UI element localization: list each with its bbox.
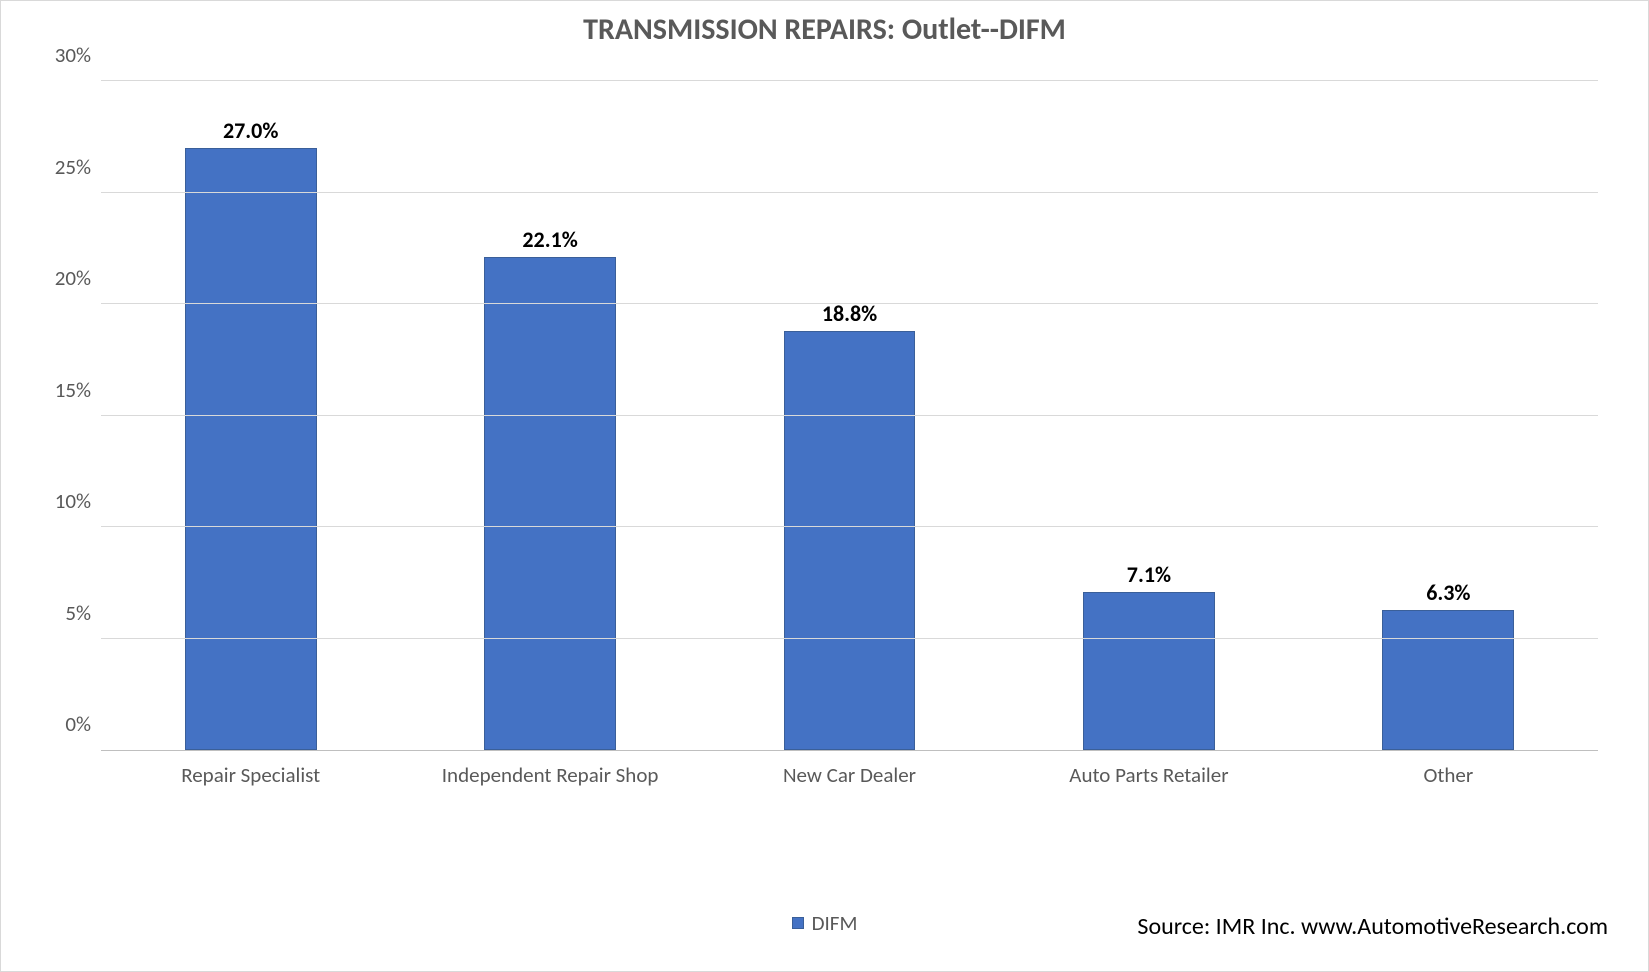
bars-row: 27.0%Repair Specialist22.1%Independent R… [101,81,1598,750]
y-axis-tick-label: 15% [31,377,91,403]
chart-title: TRANSMISSION REPAIRS: Outlet--DIFM [1,1,1648,48]
bar-data-label: 6.3% [1426,579,1470,606]
chart-container: TRANSMISSION REPAIRS: Outlet--DIFM 27.0%… [0,0,1649,972]
gridline [101,415,1598,416]
gridline [101,192,1598,193]
y-axis-tick-label: 25% [31,154,91,180]
y-axis-tick-label: 0% [31,711,91,737]
bar-slot: 7.1%Auto Parts Retailer [999,81,1298,750]
x-axis-tick-label: New Car Dealer [700,762,999,788]
gridline [101,303,1598,304]
plot-wrap: 27.0%Repair Specialist22.1%Independent R… [31,61,1618,811]
bar: 22.1% [484,257,616,750]
bar-slot: 18.8%New Car Dealer [700,81,999,750]
bar-slot: 6.3%Other [1299,81,1598,750]
y-axis-tick-label: 10% [31,488,91,514]
bar: 18.8% [784,331,916,750]
plot-area: 27.0%Repair Specialist22.1%Independent R… [101,81,1598,751]
bar: 7.1% [1083,592,1215,750]
bar-slot: 27.0%Repair Specialist [101,81,400,750]
x-axis-tick-label: Independent Repair Shop [400,762,699,788]
y-axis-tick-label: 20% [31,265,91,291]
bar: 6.3% [1382,610,1514,750]
x-axis-tick-label: Auto Parts Retailer [999,762,1298,788]
source-text: Source: IMR Inc. www.AutomotiveResearch.… [1137,912,1608,941]
y-axis-tick-label: 30% [31,42,91,68]
bar: 27.0% [185,148,317,750]
bar-data-label: 27.0% [223,117,278,144]
gridline [101,638,1598,639]
x-axis-tick-label: Other [1299,762,1598,788]
bar-data-label: 7.1% [1127,561,1171,588]
gridline [101,80,1598,81]
legend-label: DIFM [812,910,858,936]
bar-slot: 22.1%Independent Repair Shop [400,81,699,750]
gridline [101,526,1598,527]
y-axis-tick-label: 5% [31,600,91,626]
bar-data-label: 22.1% [522,226,577,253]
x-axis-tick-label: Repair Specialist [101,762,400,788]
legend-swatch [792,917,804,929]
